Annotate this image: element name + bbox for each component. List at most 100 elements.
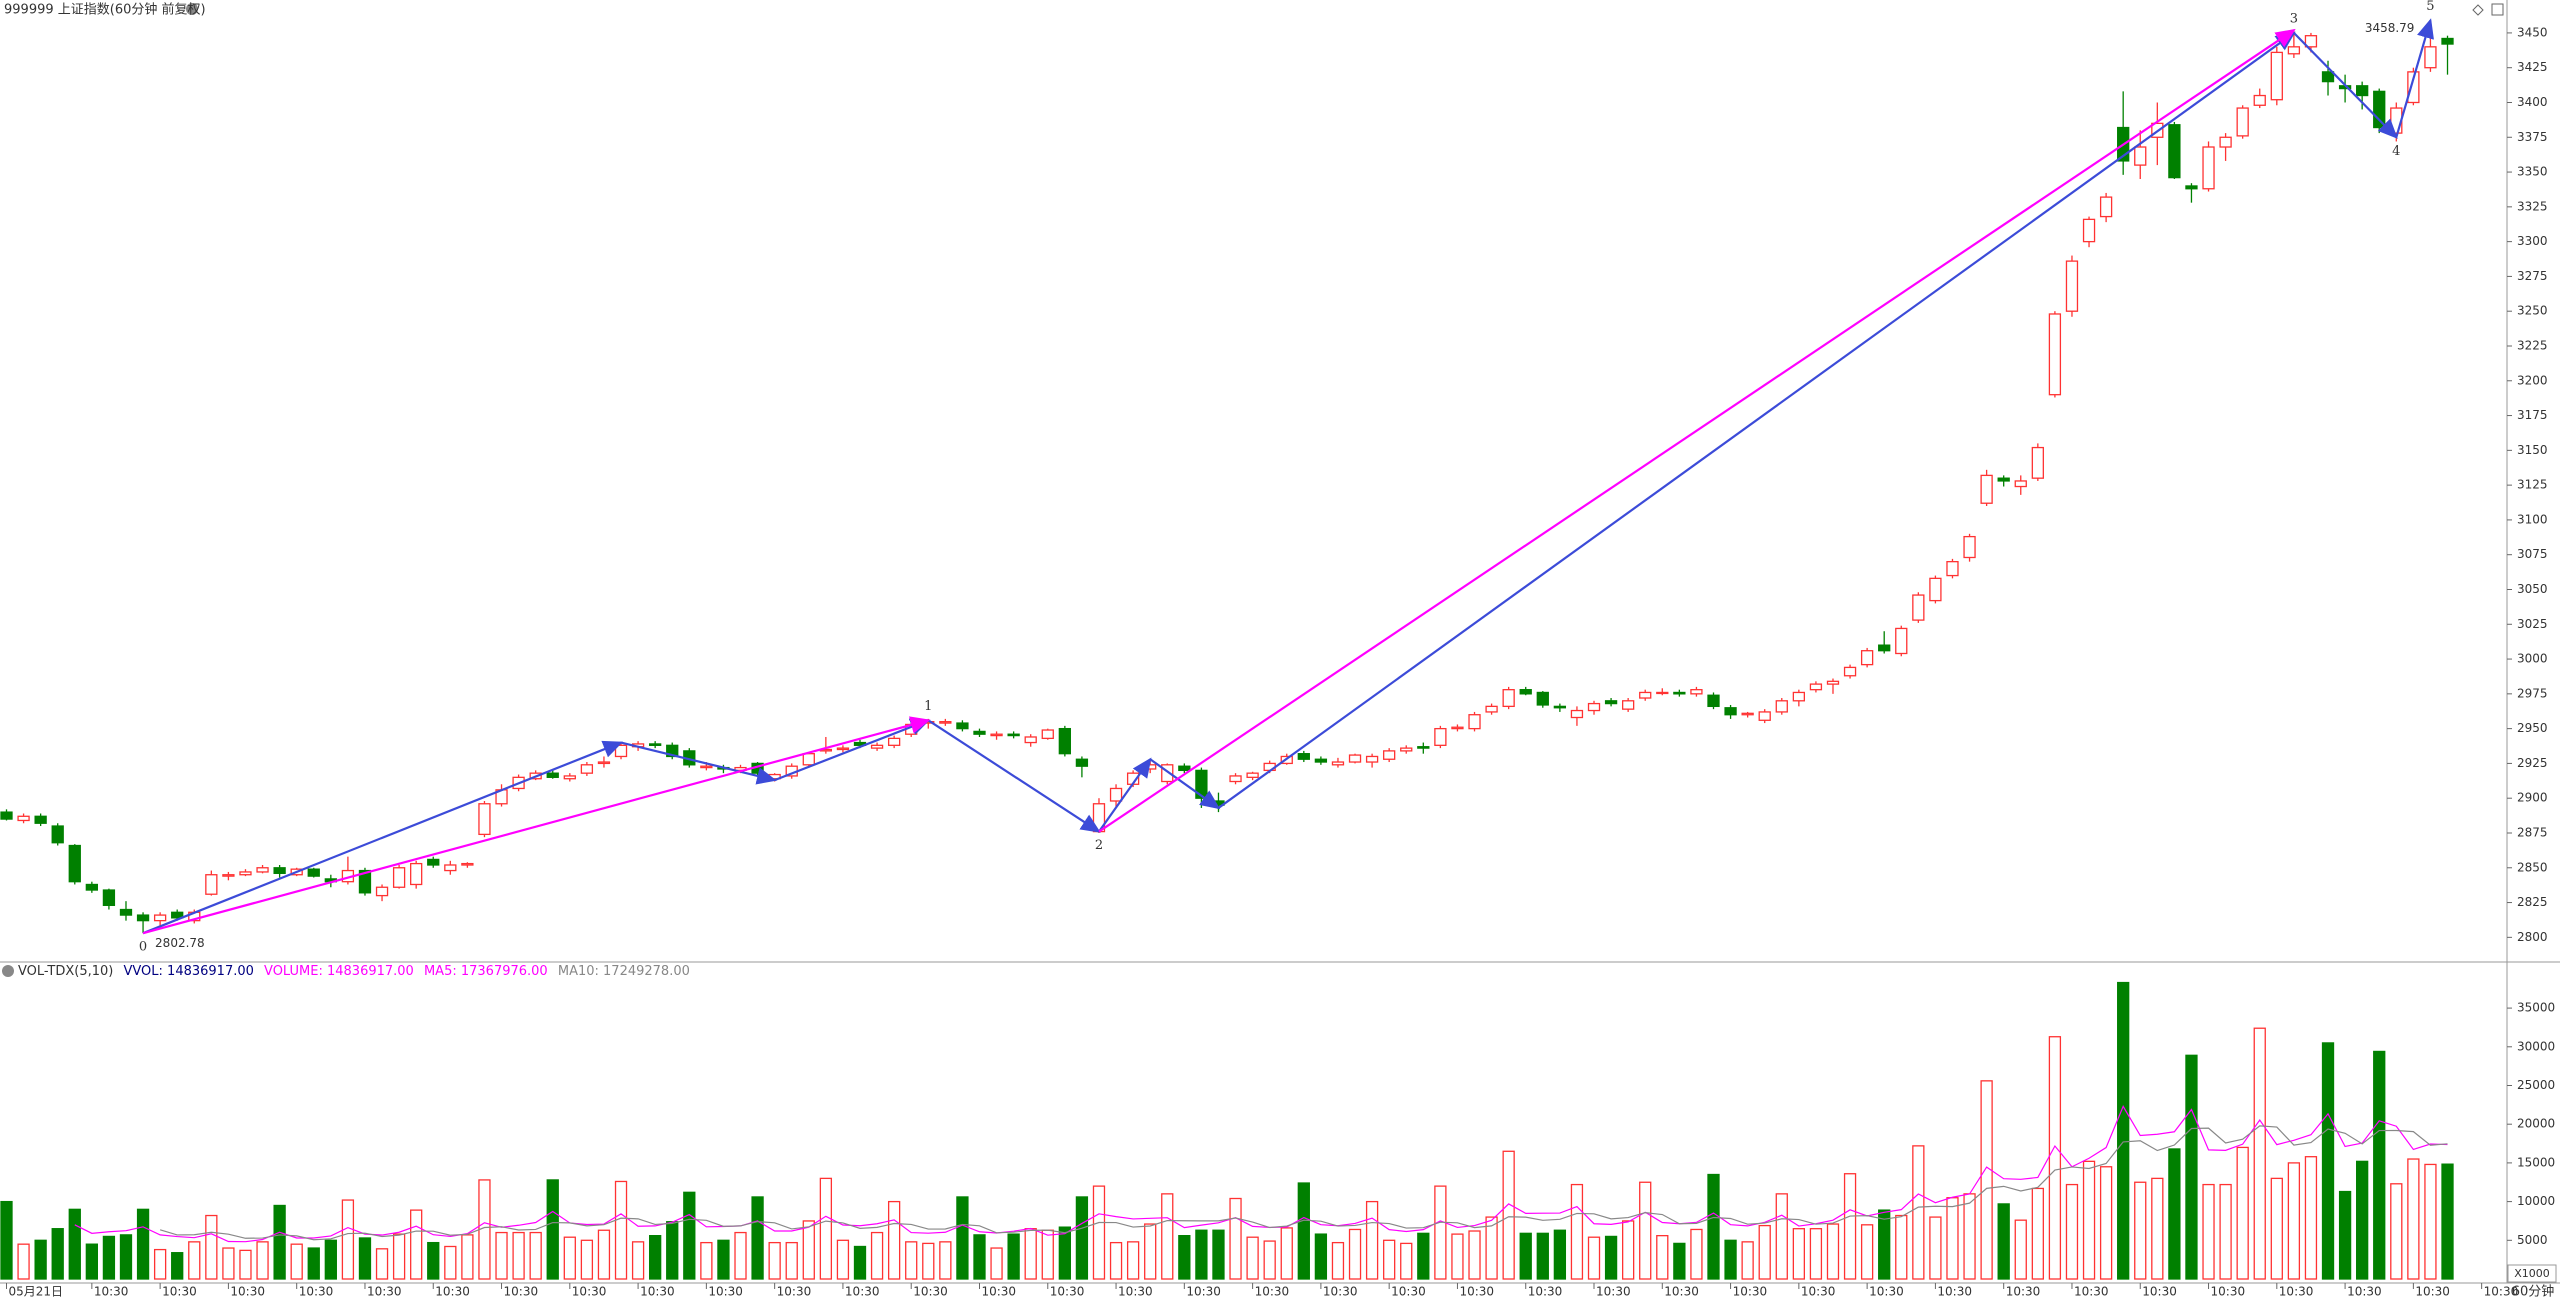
volume-bar <box>2253 1027 2266 1280</box>
volume-bar <box>1075 1196 1089 1280</box>
time-label: 10:30 <box>230 1285 265 1299</box>
wave-line <box>142 740 624 935</box>
y-tick-label: 2925 <box>2517 756 2548 770</box>
volume-bar <box>1758 1224 1771 1280</box>
candle-body <box>1843 666 1857 677</box>
volume-bar <box>1434 1185 1447 1280</box>
candle-body <box>1758 711 1771 721</box>
time-label: 10:30 <box>2415 1285 2450 1299</box>
volume-bar <box>1383 1239 1396 1280</box>
volume-bar <box>1314 1233 1328 1280</box>
candle-body <box>375 886 389 897</box>
time-label: 10:30 <box>1050 1285 1085 1299</box>
volume-bar <box>427 1241 440 1280</box>
candle-body <box>119 908 133 916</box>
volume-bar <box>785 1241 798 1280</box>
time-label: 10:30 <box>640 1285 675 1299</box>
candle-body <box>1929 577 1942 602</box>
y-tick-label: 3175 <box>2517 408 2548 422</box>
diamond-icon[interactable] <box>2472 4 2484 16</box>
volume-bar <box>1587 1236 1601 1280</box>
candle-body <box>2321 71 2335 83</box>
vol-y-tick-label: 25000 <box>2517 1078 2555 1092</box>
time-label: 10:30 <box>845 1285 880 1299</box>
candle-body <box>1348 754 1362 763</box>
volume-bar <box>1536 1232 1549 1280</box>
candle-body <box>1297 753 1310 760</box>
volume-bar <box>1417 1232 1430 1280</box>
volume-bar <box>683 1191 696 1280</box>
candle-body <box>1946 561 1959 577</box>
candle-body <box>136 914 150 922</box>
volume-bar <box>290 1243 303 1280</box>
candle-body <box>1980 474 1993 504</box>
volume-bar <box>205 1214 218 1280</box>
period-label[interactable]: 60分钟 <box>2512 1284 2555 1300</box>
volume-bar <box>956 1196 969 1280</box>
volume-bar <box>51 1228 64 1280</box>
wave-line <box>1217 31 2296 809</box>
candle-body <box>2099 196 2113 218</box>
vol-y-tick-label: 15000 <box>2517 1155 2555 1169</box>
candle-body <box>1007 733 1020 737</box>
volume-bar <box>1860 1224 1874 1280</box>
candle-body <box>1519 689 1532 695</box>
wave-line <box>927 719 1101 833</box>
volume-bar <box>1741 1241 1754 1280</box>
candle-body <box>51 825 64 844</box>
candle-body <box>1041 729 1054 740</box>
vol-menu-icon[interactable] <box>2 965 14 977</box>
volume-bar <box>887 1200 901 1280</box>
title-menu-icon[interactable] <box>186 3 198 15</box>
candle-body <box>700 765 713 769</box>
volume-bar <box>358 1237 372 1280</box>
price-annotation: 3458.79 <box>2365 21 2415 35</box>
volume-bar <box>1263 1240 1276 1280</box>
time-label: 10:30 <box>2347 1285 2382 1299</box>
candle-body <box>1673 691 1686 695</box>
vol-y-tick-label: 35000 <box>2517 1001 2555 1015</box>
candle-body <box>2082 218 2096 243</box>
volume-bar <box>136 1208 150 1280</box>
volume-bar <box>2134 1181 2147 1280</box>
volume-bar <box>239 1249 252 1280</box>
volume-bar <box>512 1231 525 1280</box>
candle-body <box>1741 712 1754 716</box>
time-label: 10:30 <box>1459 1285 1494 1299</box>
volume-bar <box>580 1239 594 1280</box>
time-label: 10:30 <box>2074 1285 2109 1299</box>
title: 999999 上证指数(60分钟 前复权) <box>4 2 206 18</box>
candle-body <box>1963 535 1976 559</box>
candle-body <box>2287 46 2301 55</box>
candle-body <box>990 733 1003 737</box>
volume-bar <box>1007 1233 1020 1280</box>
time-label: 10:30 <box>2142 1285 2177 1299</box>
time-label: 10:30 <box>1937 1285 1972 1299</box>
time-label: 10:30 <box>2484 1285 2519 1299</box>
candle-body <box>1536 691 1549 706</box>
volume-bar <box>819 1177 833 1280</box>
volume-bar <box>1195 1229 1208 1280</box>
volume-bar <box>375 1248 389 1280</box>
candle-body <box>478 803 491 836</box>
candle-body <box>1502 689 1515 708</box>
volume-bar <box>597 1229 611 1280</box>
wave-line-alt <box>142 716 931 935</box>
volume-bar <box>2236 1146 2249 1280</box>
candle-body <box>870 744 884 749</box>
candle-body <box>85 883 98 891</box>
y-tick-label: 3325 <box>2517 199 2548 213</box>
candle-body <box>2407 71 2420 104</box>
panel-icon[interactable] <box>2491 3 2504 16</box>
volume-bar <box>1963 1193 1976 1280</box>
volume-bar <box>2338 1190 2352 1280</box>
candle-body <box>939 721 952 724</box>
time-label: 10:30 <box>162 1285 197 1299</box>
volume-bar <box>666 1221 679 1280</box>
candle-body <box>1809 683 1823 691</box>
candle-body <box>2014 480 2027 488</box>
y-tick-label: 3275 <box>2517 269 2548 283</box>
candle-body <box>1604 700 1618 705</box>
volume-bar <box>649 1235 662 1280</box>
